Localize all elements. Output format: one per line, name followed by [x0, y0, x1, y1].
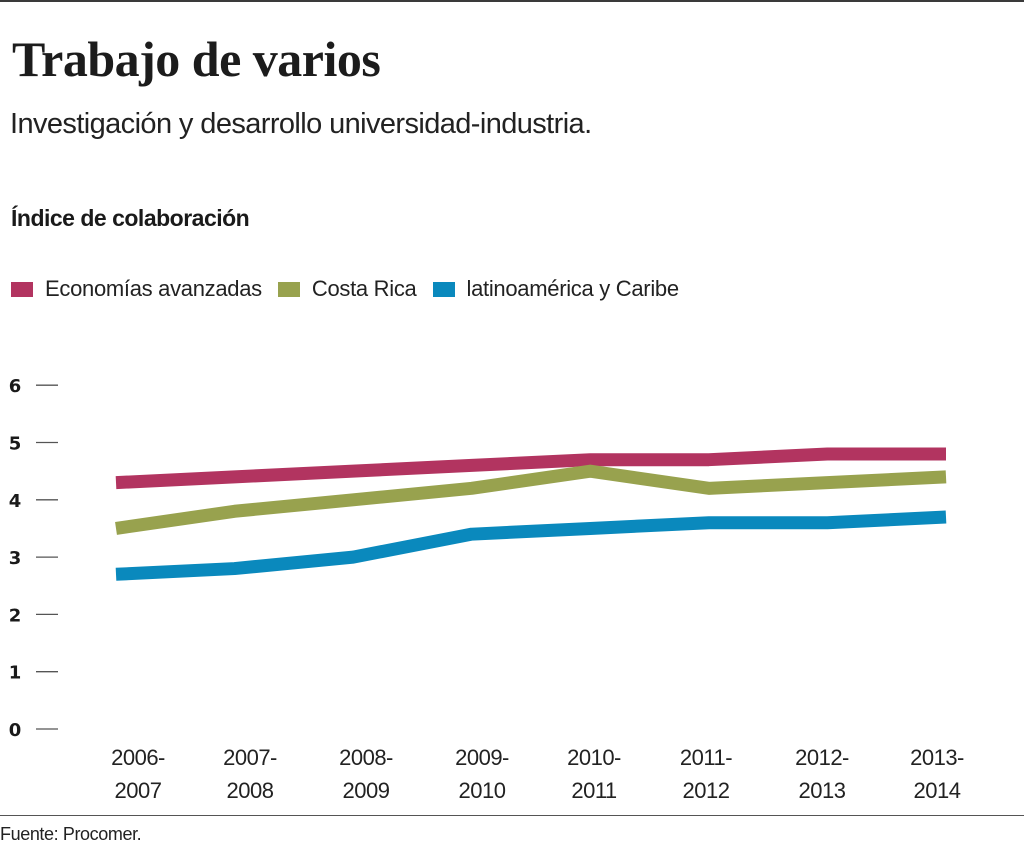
series-layer	[115, 447, 947, 581]
source-note: Fuente: Procomer.	[0, 824, 142, 844]
x-tick-label-line1: 2009-	[455, 745, 509, 770]
x-tick-label-line1: 2010-	[567, 745, 621, 770]
legend-swatch-latinoamerica-caribe	[432, 281, 455, 297]
legend-item-economias-avanzadas: Economías avanzadas	[11, 276, 262, 302]
line-chart: 0 1 2 3 4 5 6 2006- 2007 2007- 2008 2008- 2009 2009-…	[9, 376, 965, 803]
x-tick-label-line2: 2014	[914, 778, 961, 803]
y-tick-label: 2	[9, 605, 22, 626]
legend-label: Economías avanzadas	[45, 276, 262, 301]
x-axis: 2006- 2007 2007- 2008 2008- 2009 2009- 2010 2010…	[111, 745, 964, 803]
x-tick-label: 2012- 2013	[795, 745, 849, 803]
legend-swatch-economias-avanzadas	[11, 281, 33, 297]
y-tick-label: 0	[9, 720, 22, 741]
y-axis-title: Índice de colaboración	[11, 205, 250, 231]
bottom-rule	[0, 815, 1024, 816]
x-tick-label: 2013- 2014	[910, 745, 964, 803]
legend-item-costa-rica: Costa Rica	[277, 276, 417, 302]
y-axis: 0 1 2 3 4 5 6	[9, 376, 58, 741]
x-tick-label: 2009- 2010	[455, 745, 509, 803]
x-tick-label-line2: 2012	[683, 778, 730, 803]
x-tick-label: 2007- 2008	[223, 745, 277, 803]
x-tick-label: 2011- 2012	[680, 745, 732, 803]
x-tick-label-line2: 2009	[343, 778, 390, 803]
x-tick-label-line1: 2013-	[910, 745, 964, 770]
y-tick-label: 1	[9, 663, 22, 684]
x-tick-label-line1: 2006-	[111, 745, 165, 770]
x-tick-label-line2: 2013	[799, 778, 846, 803]
legend: Economías avanzadas Costa Rica latinoamé…	[11, 276, 695, 302]
legend-swatch-costa-rica	[277, 281, 300, 297]
top-rule	[0, 0, 1024, 2]
y-tick-label: 3	[9, 548, 22, 569]
series-line-costa-rica	[115, 464, 947, 535]
x-tick-label-line2: 2007	[115, 778, 162, 803]
chart-title: Trabajo de varios	[12, 31, 381, 87]
y-tick-label: 6	[9, 376, 22, 397]
legend-label: latinoamérica y Caribe	[466, 276, 680, 301]
x-tick-label-line2: 2010	[459, 778, 506, 803]
x-tick-label: 2008- 2009	[339, 745, 393, 803]
x-tick-label-line1: 2012-	[795, 745, 849, 770]
x-tick-label-line1: 2007-	[223, 745, 277, 770]
y-tick-label: 4	[9, 491, 22, 512]
x-tick-label-line1: 2008-	[339, 745, 393, 770]
legend-label: Costa Rica	[311, 276, 417, 301]
legend-item-latinoamerica-caribe: latinoamérica y Caribe	[432, 276, 680, 302]
y-tick-label: 5	[9, 434, 22, 455]
series-line-economias-avanzadas	[115, 447, 946, 490]
x-tick-label-line2: 2011	[571, 778, 617, 803]
x-tick-label: 2010- 2011	[567, 745, 621, 803]
series-line-latinoamerica-y-caribe	[115, 510, 947, 581]
chart-subtitle: Investigación y desarrollo universidad-i…	[10, 108, 592, 140]
x-tick-label-line2: 2008	[227, 778, 274, 803]
x-tick-label: 2006- 2007	[111, 745, 165, 803]
x-tick-label-line1: 2011-	[680, 745, 732, 770]
